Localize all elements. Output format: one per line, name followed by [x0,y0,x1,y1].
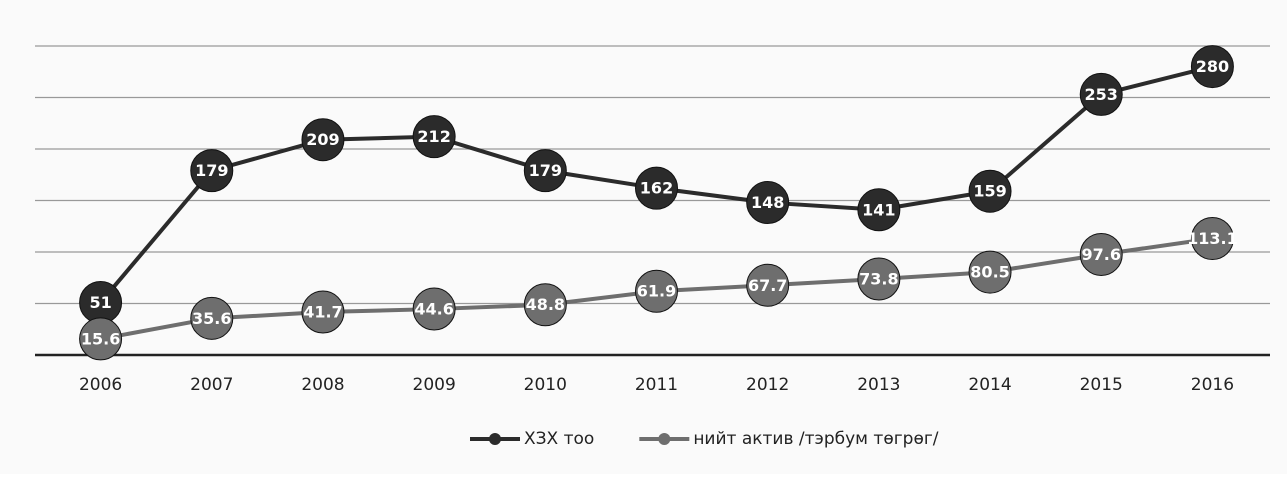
point-marker [857,257,901,301]
data-label: 209 [306,130,339,149]
legend-marker [658,433,671,445]
point-marker [635,166,678,210]
point-marker [1079,232,1123,276]
data-label: 162 [640,179,673,198]
x-tick-label: 2007 [190,375,233,395]
data-label: 73.8 [859,269,898,288]
data-label: 41.7 [303,303,342,322]
data-label: 179 [529,161,562,180]
point-marker [1190,217,1234,261]
legend-label: нийт актив /тэрбум төгрөг/ [693,429,938,449]
point-marker [968,169,1012,213]
data-label: 67.7 [748,276,787,295]
legend-marker [489,433,501,445]
point-marker [1190,45,1234,89]
point-marker [301,290,345,334]
data-label: 212 [417,127,450,146]
data-label: 159 [973,182,1006,201]
data-label: 148 [751,193,784,212]
x-tick-label: 2010 [524,375,567,395]
point-marker [190,296,234,340]
point-marker [412,287,456,331]
data-label: 15.6 [81,329,120,348]
data-label: 80.5 [970,263,1009,282]
data-label: 280 [1196,57,1229,76]
x-tick-label: 2013 [857,375,900,395]
data-label: 48.8 [526,295,565,314]
point-marker [968,250,1012,294]
data-label: 35.6 [192,309,231,328]
point-marker [412,115,456,159]
point-marker [857,188,901,232]
x-tick-label: 2008 [301,375,344,395]
point-marker [190,149,234,193]
legend-label: ХЗХ тоо [524,429,594,449]
point-marker [746,263,790,307]
point-marker [746,181,790,225]
x-tick-label: 2014 [968,375,1011,395]
data-label: 253 [1085,85,1118,104]
data-label: 61.9 [637,282,676,301]
point-marker [523,149,567,193]
x-tick-label: 2006 [79,375,122,395]
x-tick-label: 2015 [1080,375,1123,395]
data-label: 113.1 [1187,229,1238,248]
point-marker [635,269,678,313]
point-marker [1079,72,1123,116]
data-label: 179 [195,161,228,180]
point-marker [523,283,567,327]
x-tick-label: 2016 [1191,375,1234,395]
point-marker [79,317,123,361]
data-label: 44.6 [414,300,453,319]
data-label: 51 [89,293,111,312]
x-tick-label: 2011 [635,375,678,395]
data-label: 141 [862,200,895,219]
data-label: 97.6 [1081,245,1120,264]
x-tick-label: 2009 [413,375,456,395]
x-tick-label: 2012 [746,375,789,395]
point-marker [301,118,345,162]
